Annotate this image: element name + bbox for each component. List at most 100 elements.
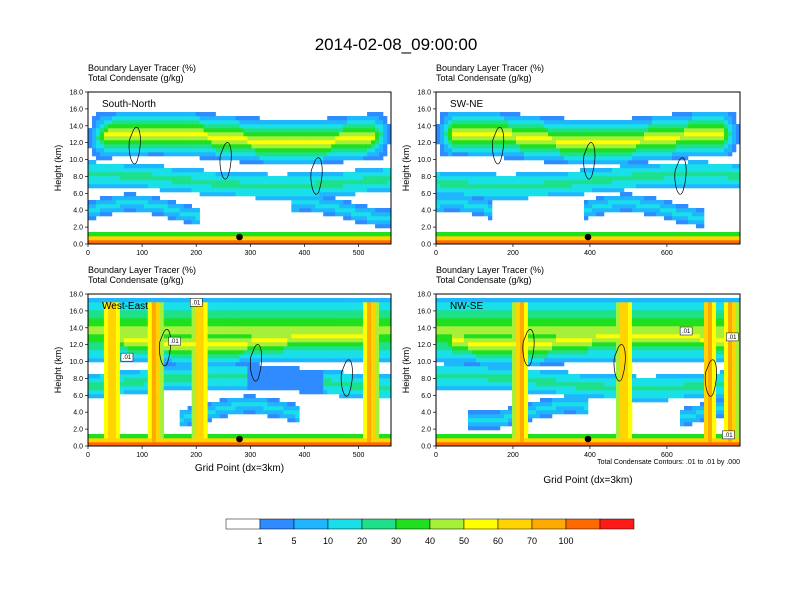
heatmap-cell	[299, 188, 304, 193]
heatmap-cell	[484, 136, 489, 141]
heatmap-cell	[247, 398, 252, 403]
heatmap-cell	[167, 148, 173, 153]
heatmap-cell	[472, 184, 477, 189]
heatmap-cell	[492, 120, 497, 125]
heatmap-cell	[596, 196, 601, 201]
heatmap-cell	[632, 236, 637, 241]
heatmap-cell	[440, 140, 445, 145]
heatmap-cell	[151, 184, 157, 189]
heatmap-cell	[387, 208, 392, 213]
heatmap-cell	[175, 152, 180, 157]
heatmap-cell	[664, 132, 669, 137]
heatmap-cell	[560, 180, 565, 185]
heatmap-cell	[167, 298, 173, 303]
heatmap-cell	[215, 240, 220, 245]
heatmap-cell	[251, 160, 256, 165]
heatmap-cell	[135, 176, 141, 181]
heatmap-cell	[259, 124, 264, 129]
heatmap-cell	[476, 180, 481, 185]
heatmap-cell	[664, 120, 669, 125]
heatmap-cell	[363, 180, 368, 185]
heatmap-cell	[584, 180, 589, 185]
heatmap-cell	[468, 128, 473, 133]
heatmap-cell	[111, 366, 117, 371]
heatmap-cell	[119, 334, 125, 339]
heatmap-cell	[107, 426, 113, 431]
heatmap-cell	[436, 124, 441, 129]
heatmap-cell	[91, 208, 97, 213]
heatmap-cell	[279, 180, 284, 185]
heatmap-cell	[215, 298, 220, 303]
heatmap-cell	[676, 172, 681, 177]
heatmap-cell	[88, 390, 93, 395]
heatmap-cell	[532, 176, 537, 181]
heatmap-cell	[211, 298, 216, 303]
heatmap-cell	[484, 128, 489, 133]
heatmap-cell	[159, 346, 165, 351]
heatmap-cell	[371, 152, 376, 157]
heatmap-cell	[255, 358, 260, 363]
heatmap-cell	[644, 156, 649, 161]
heatmap-cell	[339, 152, 344, 157]
heatmap-cell	[103, 310, 109, 315]
heatmap-cell	[103, 116, 109, 121]
heatmap-cell	[660, 240, 665, 245]
heatmap-cell	[287, 172, 292, 177]
heatmap-cell	[243, 370, 248, 375]
heatmap-cell	[143, 144, 149, 149]
location-marker	[584, 233, 592, 241]
heatmap-cell	[700, 176, 705, 181]
heatmap-cell	[147, 354, 153, 359]
heatmap-cell	[191, 418, 196, 423]
heatmap-cell	[207, 322, 212, 327]
heatmap-cell	[203, 318, 208, 323]
heatmap-cell	[544, 120, 549, 125]
heatmap-cell	[488, 148, 493, 153]
heatmap-cell	[187, 302, 192, 307]
heatmap-cell	[676, 240, 681, 245]
heatmap-cell	[636, 120, 641, 125]
heatmap-cell	[91, 338, 97, 343]
heatmap-cell	[103, 180, 109, 185]
heatmap-cell	[331, 196, 336, 201]
heatmap-cell	[600, 196, 605, 201]
heatmap-cell	[688, 120, 693, 125]
heatmap-cell	[616, 208, 621, 213]
heatmap-cell	[88, 318, 93, 323]
heatmap-cell	[207, 354, 212, 359]
heatmap-cell	[452, 236, 457, 241]
heatmap-cell	[191, 338, 196, 343]
heatmap-cell	[712, 136, 717, 141]
heatmap-cell	[143, 386, 149, 391]
heatmap-cell	[111, 196, 117, 201]
heatmap-cell	[151, 438, 157, 443]
heatmap-cell	[339, 160, 344, 165]
heatmap-cell	[95, 386, 101, 391]
heatmap-cell	[251, 240, 256, 245]
heatmap-cell	[516, 132, 521, 137]
heatmap-cell	[235, 410, 240, 415]
heatmap-cell	[255, 330, 260, 335]
heatmap-cell	[115, 240, 121, 245]
heatmap-cell	[468, 116, 473, 121]
heatmap-cell	[259, 378, 264, 383]
heatmap-cell	[343, 152, 348, 157]
heatmap-cell	[504, 124, 509, 129]
heatmap-cell	[315, 180, 320, 185]
heatmap-cell	[311, 176, 316, 181]
heatmap-cell	[191, 172, 196, 177]
heatmap-cell	[175, 302, 180, 307]
heatmap-cell	[359, 204, 364, 209]
heatmap-cell	[147, 168, 153, 173]
heatmap-cell	[219, 124, 224, 129]
heatmap-cell	[464, 128, 469, 133]
heatmap-cell	[472, 240, 477, 245]
heatmap-cell	[456, 192, 461, 197]
heatmap-cell	[500, 188, 505, 193]
heatmap-cell	[231, 152, 236, 157]
heatmap-cell	[111, 172, 117, 177]
heatmap-cell	[107, 434, 113, 439]
heatmap-cell	[263, 318, 268, 323]
heatmap-cell	[596, 120, 601, 125]
heatmap-cell	[179, 148, 184, 153]
